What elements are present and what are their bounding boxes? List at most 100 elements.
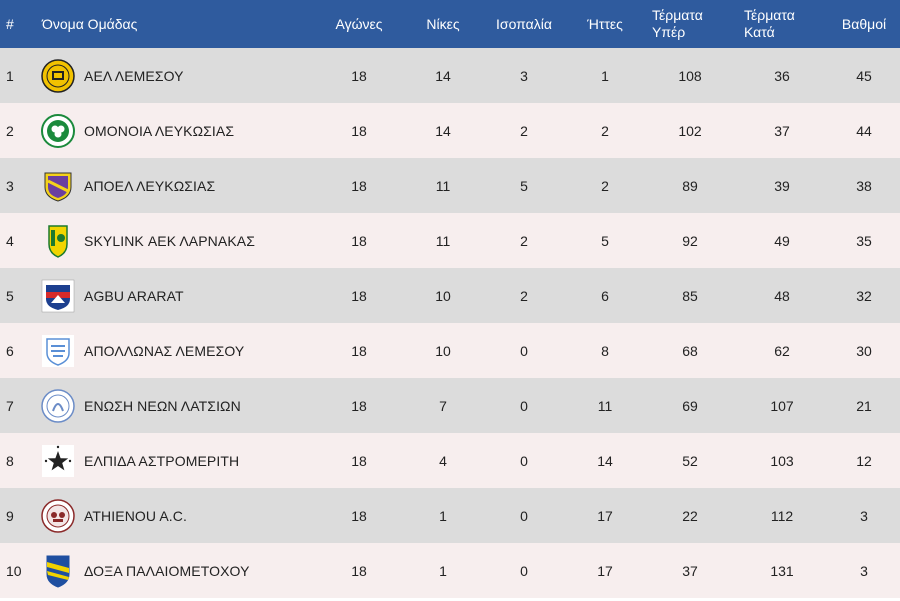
draws-cell: 0 xyxy=(520,342,528,359)
played-cell: 18 xyxy=(351,342,367,359)
wins-cell: 10 xyxy=(435,287,451,304)
goals-against-cell: 131 xyxy=(770,562,794,579)
wins-cell: 14 xyxy=(435,67,451,84)
team-name[interactable]: ΑΕΛ ΛΕΜΕΣΟΥ xyxy=(84,67,184,84)
omonoia-crest-icon xyxy=(41,113,75,148)
team-cell[interactable]: ΑΕΛ ΛΕΜΕΣΟΥ xyxy=(39,48,314,103)
goals-for-cell: 85 xyxy=(682,287,698,304)
draws-cell: 2 xyxy=(520,287,528,304)
losses-cell: 2 xyxy=(601,177,609,194)
rank-cell: 6 xyxy=(6,342,14,359)
team-name[interactable]: ΑΠΟΛΛΩΝΑΣ ΛΕΜΕΣΟΥ xyxy=(84,342,245,359)
points-cell: 30 xyxy=(856,342,872,359)
losses-cell: 8 xyxy=(601,342,609,359)
played-cell: 18 xyxy=(351,397,367,414)
table-row[interactable]: 7 ΕΝΩΣΗ ΝΕΩΝ ΛΑΤΣΙΩΝ 18 7 0 11 69 107 21 xyxy=(0,378,900,433)
athienou-crest-icon xyxy=(41,498,75,533)
team-cell[interactable]: ΕΛΠΙΔΑ ΑΣΤΡΟΜΕΡΙΤΗ xyxy=(39,433,314,488)
team-cell[interactable]: AGBU ARARAT xyxy=(39,268,314,323)
aek-larnaca-crest-icon xyxy=(41,224,75,258)
goals-for-cell: 89 xyxy=(682,177,698,194)
draws-cell: 0 xyxy=(520,452,528,469)
played-cell: 18 xyxy=(351,507,367,524)
rank-cell: 1 xyxy=(6,67,14,84)
agbu-ararat-crest-icon xyxy=(41,279,75,313)
rank-cell: 7 xyxy=(6,397,14,414)
points-cell: 21 xyxy=(856,397,872,414)
draws-cell: 0 xyxy=(520,397,528,414)
team-name[interactable]: ΕΝΩΣΗ ΝΕΩΝ ΛΑΤΣΙΩΝ xyxy=(84,397,241,414)
team-name[interactable]: ΟΜΟΝΟΙΑ ΛΕΥΚΩΣΙΑΣ xyxy=(84,122,235,139)
played-cell: 18 xyxy=(351,177,367,194)
team-cell[interactable]: ΑΠΟΕΛ ΛΕΥΚΩΣΙΑΣ xyxy=(39,158,314,213)
wins-cell: 14 xyxy=(435,122,451,139)
losses-cell: 5 xyxy=(601,232,609,249)
wins-cell: 1 xyxy=(439,507,447,524)
team-name[interactable]: ΔΟΞΑ ΠΑΛΑΙΟΜΕΤΟΧΟΥ xyxy=(84,562,250,579)
rank-cell: 5 xyxy=(6,287,14,304)
goals-for-cell: 52 xyxy=(682,452,698,469)
team-cell[interactable]: ΟΜΟΝΟΙΑ ΛΕΥΚΩΣΙΑΣ xyxy=(39,103,314,158)
table-row[interactable]: 9 ATHIENOU A.C. 18 1 0 17 22 112 3 xyxy=(0,488,900,543)
rank-cell: 2 xyxy=(6,122,14,139)
team-name[interactable]: SKYLINK ΑΕΚ ΛΑΡΝΑΚΑΣ xyxy=(84,232,255,249)
rank-cell: 3 xyxy=(6,177,14,194)
goals-against-cell: 62 xyxy=(774,342,790,359)
goals-against-cell: 107 xyxy=(770,397,794,414)
goals-for-cell: 22 xyxy=(682,507,698,524)
goals-for-cell: 102 xyxy=(678,122,702,139)
goals-against-cell: 49 xyxy=(774,232,790,249)
wins-cell: 7 xyxy=(439,397,447,414)
losses-cell: 6 xyxy=(601,287,609,304)
team-cell[interactable]: ΑΠΟΛΛΩΝΑΣ ΛΕΜΕΣΟΥ xyxy=(39,323,314,378)
team-cell[interactable]: SKYLINK ΑΕΚ ΛΑΡΝΑΚΑΣ xyxy=(39,213,314,268)
rank-cell: 8 xyxy=(6,452,14,469)
goals-against-cell: 112 xyxy=(770,507,794,524)
goals-against-cell: 103 xyxy=(770,452,794,469)
losses-cell: 17 xyxy=(597,562,613,579)
goals-for-cell: 37 xyxy=(682,562,698,579)
table-row[interactable]: 4 SKYLINK ΑΕΚ ΛΑΡΝΑΚΑΣ 18 11 2 5 92 49 3… xyxy=(0,213,900,268)
goals-against-cell: 48 xyxy=(774,287,790,304)
team-name[interactable]: ΑΠΟΕΛ ΛΕΥΚΩΣΙΑΣ xyxy=(84,177,216,194)
team-cell[interactable]: ATHIENOU A.C. xyxy=(39,488,314,543)
team-name[interactable]: ΕΛΠΙΔΑ ΑΣΤΡΟΜΕΡΙΤΗ xyxy=(84,452,240,469)
played-cell: 18 xyxy=(351,67,367,84)
draws-cell: 5 xyxy=(520,177,528,194)
header-points: Βαθμοί xyxy=(841,15,887,32)
team-cell[interactable]: ΔΟΞΑ ΠΑΛΑΙΟΜΕΤΟΧΟΥ xyxy=(39,543,314,598)
table-row[interactable]: 1 ΑΕΛ ΛΕΜΕΣΟΥ 18 14 3 1 108 36 45 xyxy=(0,48,900,103)
draws-cell: 0 xyxy=(520,507,528,524)
table-row[interactable]: 8 ΕΛΠΙΔΑ ΑΣΤΡΟΜΕΡΙΤΗ 18 4 0 14 52 103 12 xyxy=(0,433,900,488)
standings-body: 1 ΑΕΛ ΛΕΜΕΣΟΥ 18 14 3 1 108 36 45 2 ΟΜΟΝ… xyxy=(0,48,900,598)
draws-cell: 2 xyxy=(520,232,528,249)
team-name[interactable]: ATHIENOU A.C. xyxy=(84,507,187,524)
team-cell[interactable]: ΕΝΩΣΗ ΝΕΩΝ ΛΑΤΣΙΩΝ xyxy=(39,378,314,433)
table-row[interactable]: 3 ΑΠΟΕΛ ΛΕΥΚΩΣΙΑΣ 18 11 5 2 89 39 38 xyxy=(0,158,900,213)
losses-cell: 17 xyxy=(597,507,613,524)
played-cell: 18 xyxy=(351,287,367,304)
wins-cell: 11 xyxy=(435,177,451,194)
wins-cell: 1 xyxy=(439,562,447,579)
points-cell: 44 xyxy=(856,122,872,139)
points-cell: 32 xyxy=(856,287,872,304)
header-team: Όνομα Ομάδας xyxy=(42,15,138,32)
table-row[interactable]: 10 ΔΟΞΑ ΠΑΛΑΙΟΜΕΤΟΧΟΥ 18 1 0 17 37 131 3 xyxy=(0,543,900,598)
goals-for-cell: 108 xyxy=(678,67,702,84)
draws-cell: 2 xyxy=(520,122,528,139)
apollon-crest-icon xyxy=(41,334,75,368)
goals-for-cell: 69 xyxy=(682,397,698,414)
team-name[interactable]: AGBU ARARAT xyxy=(84,287,184,304)
ael-limassol-crest-icon xyxy=(41,58,75,93)
apoel-crest-icon xyxy=(41,169,75,203)
table-header-row: # Όνομα Ομάδας Αγώνες Νίκες Ισοπαλία Ήττ… xyxy=(0,0,900,48)
points-cell: 45 xyxy=(856,67,872,84)
table-row[interactable]: 2 ΟΜΟΝΟΙΑ ΛΕΥΚΩΣΙΑΣ 18 14 2 2 102 37 44 xyxy=(0,103,900,158)
rank-cell: 10 xyxy=(6,562,22,579)
goals-against-cell: 36 xyxy=(774,67,790,84)
table-row[interactable]: 5 AGBU ARARAT 18 10 2 6 85 48 32 xyxy=(0,268,900,323)
wins-cell: 10 xyxy=(435,342,451,359)
table-row[interactable]: 6 ΑΠΟΛΛΩΝΑΣ ΛΕΜΕΣΟΥ 18 10 0 8 68 62 30 xyxy=(0,323,900,378)
points-cell: 35 xyxy=(856,232,872,249)
